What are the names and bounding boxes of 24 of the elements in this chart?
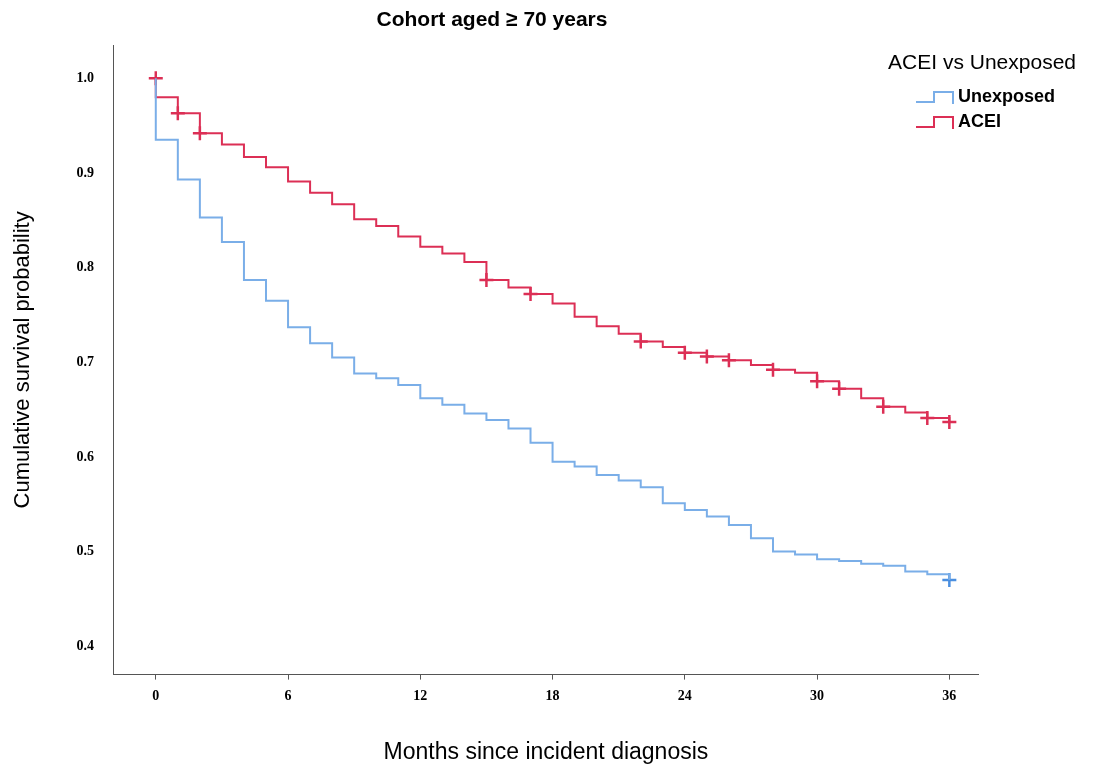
y-tick-label: 0.4 [76,637,94,653]
point [698,348,716,365]
y-tick-label: 0.5 [76,543,94,559]
y-axis-title: Cumulative survival probability [9,211,35,509]
y-tick-label: 1.0 [76,69,94,85]
y-tick-label: 0.6 [76,448,94,464]
x-tick-label: 6 [284,687,292,703]
y-tick-label: 0.7 [76,353,94,369]
y-tick-label: 0.9 [76,164,94,180]
point [720,352,738,369]
x-tick-label: 18 [545,687,560,703]
x-tick-label: 30 [810,687,825,703]
legend-title: ACEI vs Unexposed [888,50,1076,74]
x-tick-label: 24 [677,687,692,703]
point [632,333,649,350]
chart-title: Cohort aged ≥ 70 years [376,7,608,31]
x-tick-label: 0 [152,687,160,703]
legend-label: Unexposed [958,86,1056,107]
y-tick-label: 0.8 [76,259,94,275]
x-axis-title: Months since incident diagnosis [383,737,709,764]
point [941,413,958,431]
legend-label: ACEI [958,111,1002,132]
x-tick-label: 12 [413,687,428,703]
x-tick-label: 36 [942,687,957,703]
